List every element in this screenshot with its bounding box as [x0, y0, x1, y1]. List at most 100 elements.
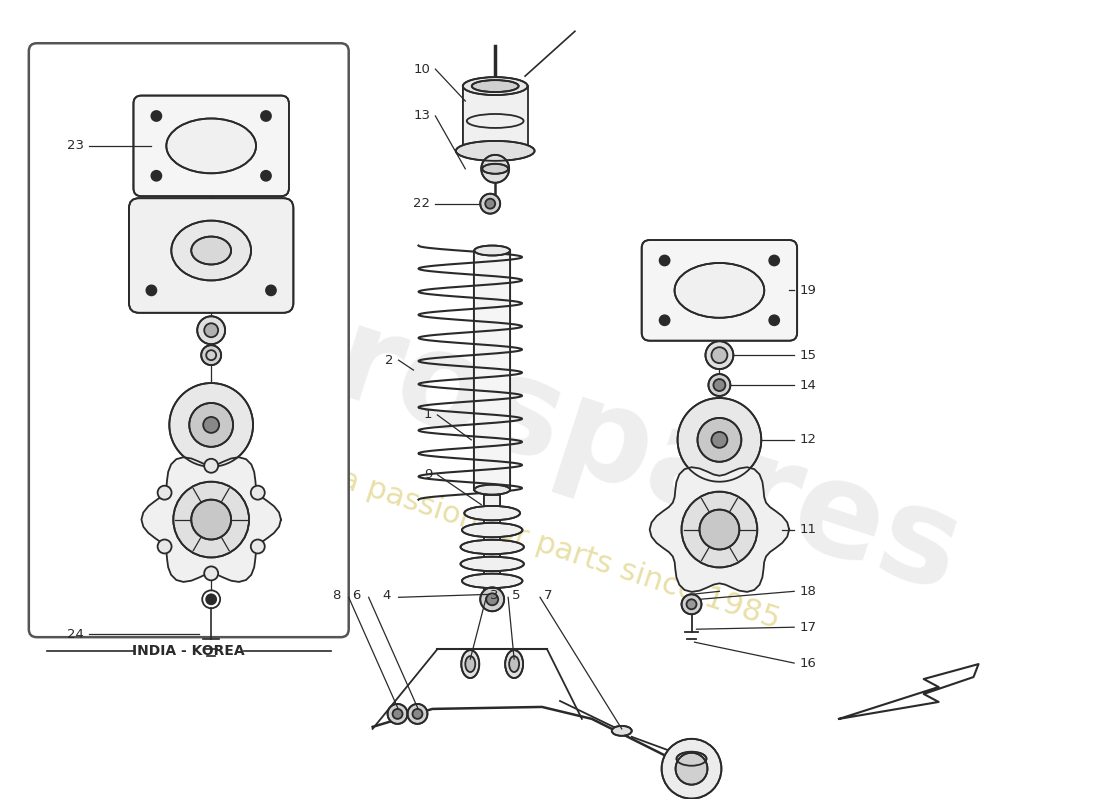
- Circle shape: [686, 599, 696, 610]
- Circle shape: [485, 198, 495, 209]
- Circle shape: [251, 539, 265, 554]
- Circle shape: [769, 315, 779, 326]
- Circle shape: [678, 398, 761, 482]
- Text: 12: 12: [799, 434, 816, 446]
- Text: 6: 6: [352, 589, 361, 602]
- Text: 14: 14: [799, 378, 816, 391]
- Circle shape: [174, 482, 249, 558]
- Circle shape: [197, 316, 226, 344]
- Ellipse shape: [505, 650, 524, 678]
- Circle shape: [205, 458, 218, 473]
- Circle shape: [205, 566, 218, 580]
- Circle shape: [157, 486, 172, 500]
- Text: 13: 13: [414, 110, 430, 122]
- Ellipse shape: [463, 77, 528, 95]
- Text: 24: 24: [67, 628, 84, 641]
- Text: 10: 10: [414, 62, 430, 76]
- Circle shape: [675, 753, 707, 785]
- Text: 15: 15: [799, 349, 816, 362]
- Circle shape: [152, 170, 162, 181]
- Bar: [484, 494, 500, 599]
- Ellipse shape: [465, 656, 475, 672]
- Circle shape: [204, 417, 219, 433]
- Circle shape: [206, 594, 217, 604]
- Circle shape: [660, 255, 670, 266]
- Text: INDIA - KOREA: INDIA - KOREA: [132, 644, 245, 658]
- Ellipse shape: [474, 246, 510, 255]
- Circle shape: [251, 486, 265, 500]
- Circle shape: [189, 403, 233, 447]
- FancyBboxPatch shape: [29, 43, 349, 637]
- Circle shape: [407, 704, 428, 724]
- Circle shape: [697, 418, 741, 462]
- Circle shape: [261, 111, 271, 121]
- Circle shape: [201, 345, 221, 365]
- Ellipse shape: [462, 574, 522, 588]
- Circle shape: [682, 492, 757, 567]
- Circle shape: [712, 347, 727, 363]
- Circle shape: [769, 255, 779, 266]
- Text: 19: 19: [799, 284, 816, 297]
- Text: a passion for parts since 1985: a passion for parts since 1985: [337, 465, 783, 634]
- Text: 22: 22: [414, 197, 430, 210]
- Text: 1: 1: [424, 409, 432, 422]
- Circle shape: [266, 286, 276, 295]
- Circle shape: [682, 594, 702, 614]
- FancyBboxPatch shape: [129, 198, 294, 313]
- Circle shape: [705, 342, 734, 369]
- Bar: [474, 250, 510, 490]
- Ellipse shape: [509, 656, 519, 672]
- Circle shape: [712, 432, 727, 448]
- Circle shape: [191, 500, 231, 539]
- Text: 4: 4: [382, 589, 390, 602]
- Ellipse shape: [462, 523, 522, 538]
- Ellipse shape: [674, 263, 764, 318]
- Text: 23: 23: [67, 139, 84, 152]
- Ellipse shape: [464, 506, 520, 520]
- Text: 16: 16: [799, 657, 816, 670]
- Ellipse shape: [172, 221, 251, 281]
- Polygon shape: [650, 467, 789, 592]
- Circle shape: [169, 383, 253, 466]
- Circle shape: [660, 315, 670, 326]
- Text: 2: 2: [385, 354, 394, 366]
- Text: eurospares: eurospares: [143, 241, 977, 619]
- Ellipse shape: [166, 118, 256, 174]
- Bar: [463, 86, 528, 151]
- Ellipse shape: [482, 164, 508, 174]
- Ellipse shape: [676, 752, 706, 766]
- Text: 11: 11: [799, 523, 816, 536]
- Ellipse shape: [474, 485, 510, 494]
- Polygon shape: [839, 664, 979, 719]
- Circle shape: [205, 323, 218, 338]
- Circle shape: [700, 510, 739, 550]
- Ellipse shape: [472, 80, 518, 92]
- Text: 3: 3: [491, 589, 498, 602]
- Polygon shape: [142, 458, 280, 582]
- Circle shape: [146, 286, 156, 295]
- Text: 5: 5: [513, 589, 520, 602]
- Text: 8: 8: [332, 589, 341, 602]
- Ellipse shape: [461, 557, 524, 571]
- Text: 17: 17: [799, 621, 816, 634]
- Circle shape: [387, 704, 407, 724]
- Circle shape: [412, 709, 422, 719]
- Circle shape: [393, 709, 403, 719]
- Circle shape: [661, 739, 722, 798]
- Circle shape: [486, 594, 498, 606]
- Ellipse shape: [191, 237, 231, 265]
- Circle shape: [481, 194, 500, 214]
- Circle shape: [714, 379, 725, 391]
- Ellipse shape: [455, 141, 535, 161]
- Text: 9: 9: [424, 468, 432, 482]
- Circle shape: [708, 374, 730, 396]
- Ellipse shape: [461, 650, 480, 678]
- Ellipse shape: [461, 540, 524, 554]
- Circle shape: [152, 111, 162, 121]
- Text: 7: 7: [544, 589, 552, 602]
- FancyBboxPatch shape: [133, 95, 289, 196]
- Text: 18: 18: [799, 585, 816, 598]
- Circle shape: [157, 539, 172, 554]
- Circle shape: [261, 170, 271, 181]
- Ellipse shape: [612, 726, 631, 736]
